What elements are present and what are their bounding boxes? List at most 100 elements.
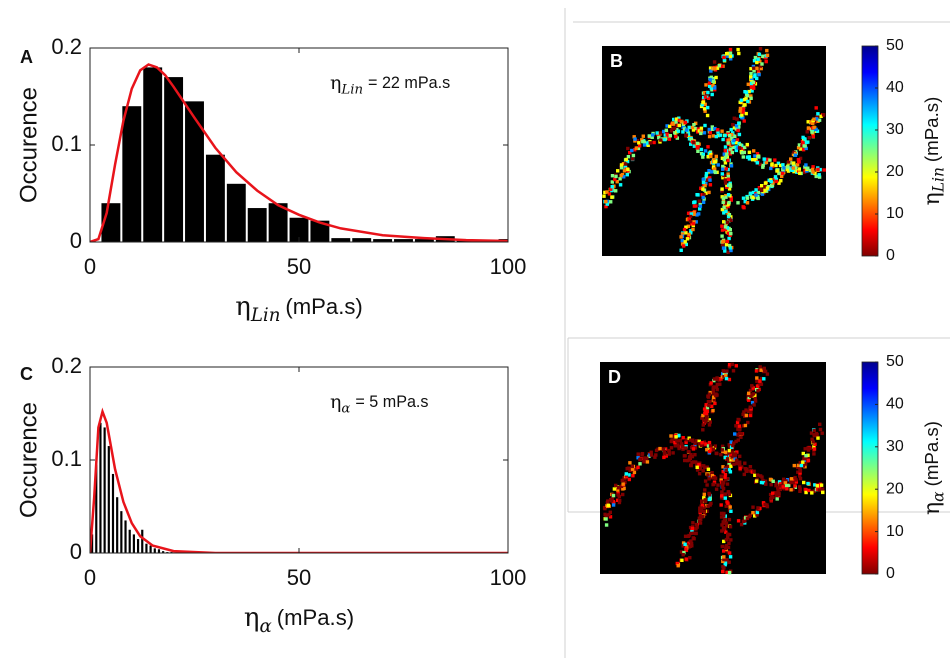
image-pixel bbox=[713, 401, 717, 406]
image-pixel bbox=[729, 453, 733, 457]
image-pixel bbox=[723, 225, 728, 229]
image-pixel bbox=[727, 138, 731, 142]
image-pixel bbox=[680, 232, 685, 236]
image-pixel bbox=[754, 479, 759, 483]
panel-label: C bbox=[20, 364, 33, 384]
bar bbox=[157, 549, 161, 553]
image-pixel bbox=[753, 73, 757, 77]
image-pixel bbox=[719, 503, 723, 507]
fit-curve bbox=[90, 63, 508, 242]
image-pixel bbox=[703, 123, 707, 128]
image-pixel bbox=[745, 196, 750, 200]
image-pixel bbox=[721, 176, 725, 180]
symbol: η bbox=[920, 192, 945, 205]
image-pixel bbox=[703, 109, 707, 113]
image-pixel bbox=[662, 449, 667, 454]
image-pixel bbox=[616, 493, 620, 497]
image-pixel bbox=[769, 179, 773, 184]
image-pixel bbox=[816, 112, 820, 116]
image-pixel bbox=[815, 115, 819, 119]
image-pixel bbox=[632, 470, 637, 475]
image-pixel bbox=[675, 439, 679, 443]
image-pixel bbox=[745, 201, 750, 205]
image-pixel bbox=[798, 461, 802, 465]
image-pixel bbox=[813, 483, 817, 487]
image-pixel bbox=[669, 434, 673, 438]
image-pixel bbox=[701, 177, 705, 182]
image-pixel bbox=[813, 171, 817, 176]
image-pixel bbox=[765, 186, 770, 190]
image-pixel bbox=[744, 111, 748, 116]
image-pixel bbox=[684, 440, 688, 444]
image-pixel bbox=[818, 427, 823, 432]
image-pixel bbox=[710, 474, 715, 478]
y-tick-label: 0.2 bbox=[51, 353, 82, 378]
image-pixel bbox=[604, 199, 608, 204]
image-pixel bbox=[690, 125, 695, 130]
image-pixel bbox=[745, 516, 750, 521]
image-pixel bbox=[751, 80, 755, 84]
image-pixel bbox=[718, 382, 722, 386]
image-pixel bbox=[719, 515, 724, 519]
image-pixel bbox=[754, 369, 759, 373]
image-pixel bbox=[738, 466, 742, 471]
image-pixel bbox=[797, 169, 801, 173]
image-pixel bbox=[749, 85, 754, 90]
x-tick-label: 50 bbox=[287, 565, 311, 590]
image-pixel bbox=[632, 135, 636, 139]
bar bbox=[111, 473, 115, 553]
image-pixel bbox=[698, 204, 703, 208]
image-pixel bbox=[763, 369, 768, 374]
image-pixel bbox=[791, 480, 795, 485]
image-pixel bbox=[721, 470, 725, 474]
image-pixel bbox=[704, 403, 708, 407]
image-pixel bbox=[722, 369, 726, 373]
image-pixel bbox=[750, 89, 754, 93]
image-pixel bbox=[770, 183, 775, 187]
image-pixel bbox=[704, 442, 708, 446]
image-pixel bbox=[731, 141, 735, 145]
image-pixel bbox=[752, 149, 756, 153]
image-pixel bbox=[646, 141, 650, 145]
image-pixel bbox=[751, 158, 755, 162]
image-pixel bbox=[626, 155, 631, 159]
image-pixel bbox=[615, 180, 619, 184]
image-pixel bbox=[676, 443, 680, 447]
bar bbox=[95, 464, 98, 553]
image-pixel bbox=[695, 439, 699, 443]
image-pixel bbox=[713, 170, 718, 175]
image-pixel bbox=[777, 181, 781, 185]
bar bbox=[268, 203, 288, 242]
image-pixel bbox=[609, 187, 613, 191]
image-pixel bbox=[707, 477, 711, 481]
image-pixel bbox=[675, 117, 679, 121]
image-pixel bbox=[694, 121, 698, 125]
image-pixel bbox=[792, 463, 796, 468]
image-pixel bbox=[664, 128, 668, 132]
image-pixel bbox=[703, 95, 708, 99]
image-pixel bbox=[780, 174, 784, 178]
image-pixel bbox=[726, 158, 730, 163]
image-pixel bbox=[727, 363, 732, 367]
image-pixel bbox=[756, 57, 760, 61]
bar bbox=[103, 427, 106, 553]
image-pixel bbox=[719, 478, 723, 482]
image-pixel bbox=[672, 126, 677, 130]
image-pixel bbox=[738, 106, 743, 111]
image-pixel bbox=[707, 403, 711, 408]
image-pixel bbox=[652, 140, 656, 145]
image-pixel bbox=[721, 200, 725, 205]
image-pixel bbox=[742, 472, 746, 477]
image-pixel bbox=[677, 118, 682, 123]
image-pixel bbox=[735, 420, 740, 425]
image-pixel bbox=[757, 52, 762, 56]
image-pixel bbox=[722, 211, 726, 215]
image-pixel bbox=[604, 517, 608, 521]
image-pixel bbox=[709, 447, 714, 451]
image-pixel bbox=[755, 379, 759, 383]
image-pixel bbox=[744, 469, 749, 473]
image-pixel bbox=[806, 481, 810, 486]
panel-label: B bbox=[610, 51, 623, 71]
image-pixel bbox=[749, 75, 753, 79]
image-pixel bbox=[713, 86, 717, 90]
